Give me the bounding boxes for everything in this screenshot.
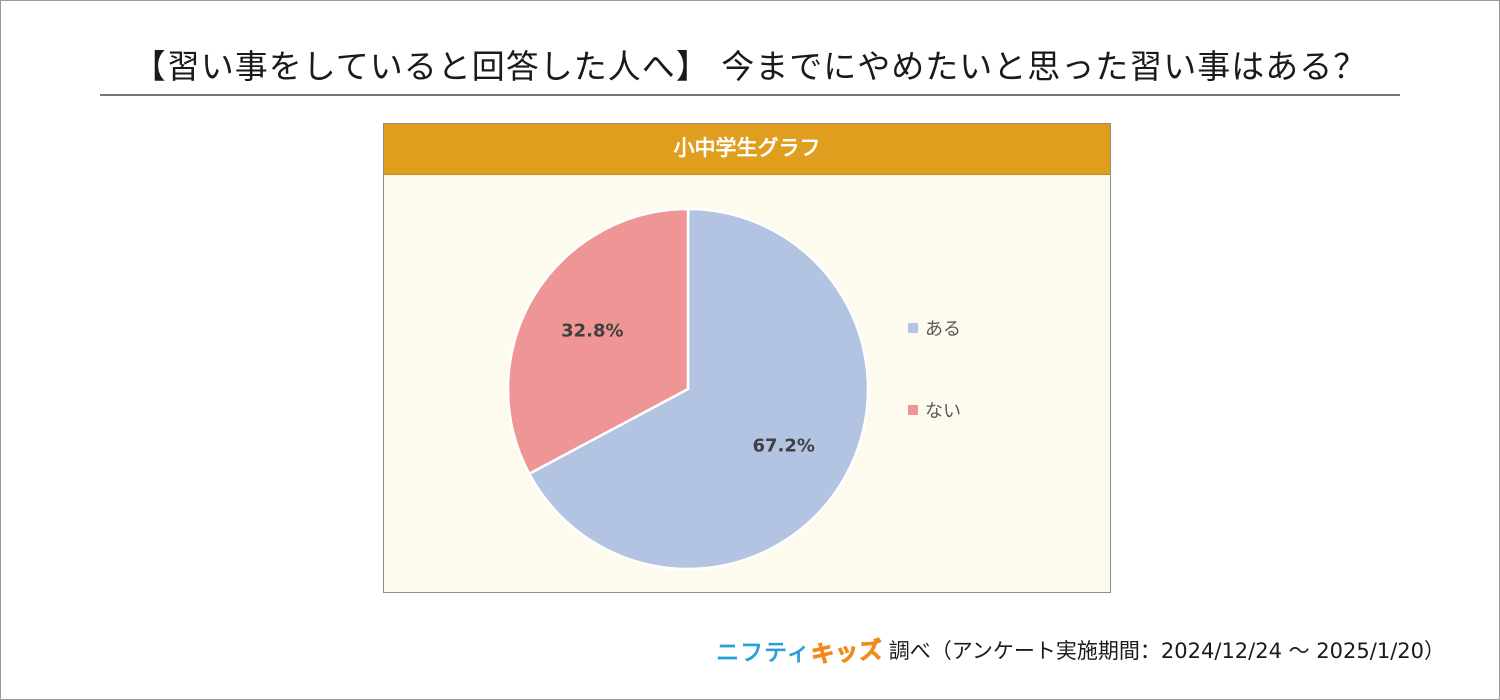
page-title: 【習い事をしていると回答した人へ】 今までにやめたいと思った習い事はある？ (132, 47, 1368, 86)
logo-text-kids: キッズ (810, 637, 885, 669)
survey-credit: 調べ（アンケート実施期間：2024/12/24 ～ 2025/1/20） (888, 639, 1445, 663)
pie-data-label-1: 32.8% (561, 321, 623, 342)
legend-item-nai: ない (908, 398, 961, 422)
pie-chart: 67.2% 32.8% (506, 207, 870, 571)
pie-slice-1 (506, 207, 690, 476)
legend-item-aru: ある (908, 316, 961, 340)
chart-title: 小中学生グラフ (384, 124, 1110, 175)
logo-text-nifty: ニフティ (716, 640, 811, 666)
legend-swatch-aru (908, 323, 918, 333)
legend-swatch-nai (908, 405, 918, 415)
title-underline (100, 94, 1400, 96)
chart-panel: 小中学生グラフ 67.2% 32.8% ある ない (383, 123, 1111, 593)
pie-slice-0 (527, 207, 870, 571)
legend-label-nai: ない (925, 401, 961, 422)
pie-data-label-0: 67.2% (752, 435, 814, 456)
nifty-kids-logo: ニフティ キッズ (716, 633, 885, 669)
source-footer: ニフティ キッズ 調べ（アンケート実施期間：2024/12/24 ～ 2025/… (716, 633, 1445, 669)
legend-label-aru: ある (925, 319, 961, 340)
